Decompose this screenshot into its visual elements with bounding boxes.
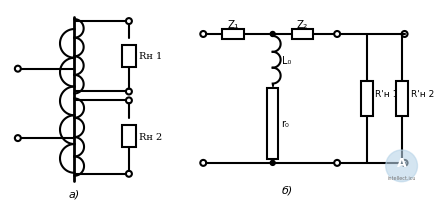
- Circle shape: [386, 150, 417, 182]
- Bar: [122, 126, 136, 147]
- Text: Rн 1: Rн 1: [139, 52, 162, 61]
- Text: Z₂: Z₂: [297, 20, 308, 30]
- Text: r₀: r₀: [282, 119, 290, 129]
- Text: L₀: L₀: [282, 55, 291, 65]
- Text: б): б): [282, 185, 293, 195]
- Text: R'н 2: R'н 2: [410, 90, 434, 98]
- Text: A: A: [397, 157, 406, 170]
- Bar: [361, 82, 373, 116]
- Text: intellect.icu: intellect.icu: [387, 175, 416, 180]
- Text: Rн 2: Rн 2: [139, 132, 162, 141]
- Text: Z₁: Z₁: [227, 20, 239, 30]
- Bar: [122, 46, 136, 67]
- Circle shape: [270, 161, 275, 166]
- Text: a): a): [69, 189, 80, 199]
- Circle shape: [270, 32, 275, 37]
- Bar: [222, 29, 244, 40]
- Bar: [396, 82, 407, 116]
- Bar: [267, 88, 278, 159]
- Text: R'н 1: R'н 1: [375, 90, 398, 98]
- Bar: [292, 29, 313, 40]
